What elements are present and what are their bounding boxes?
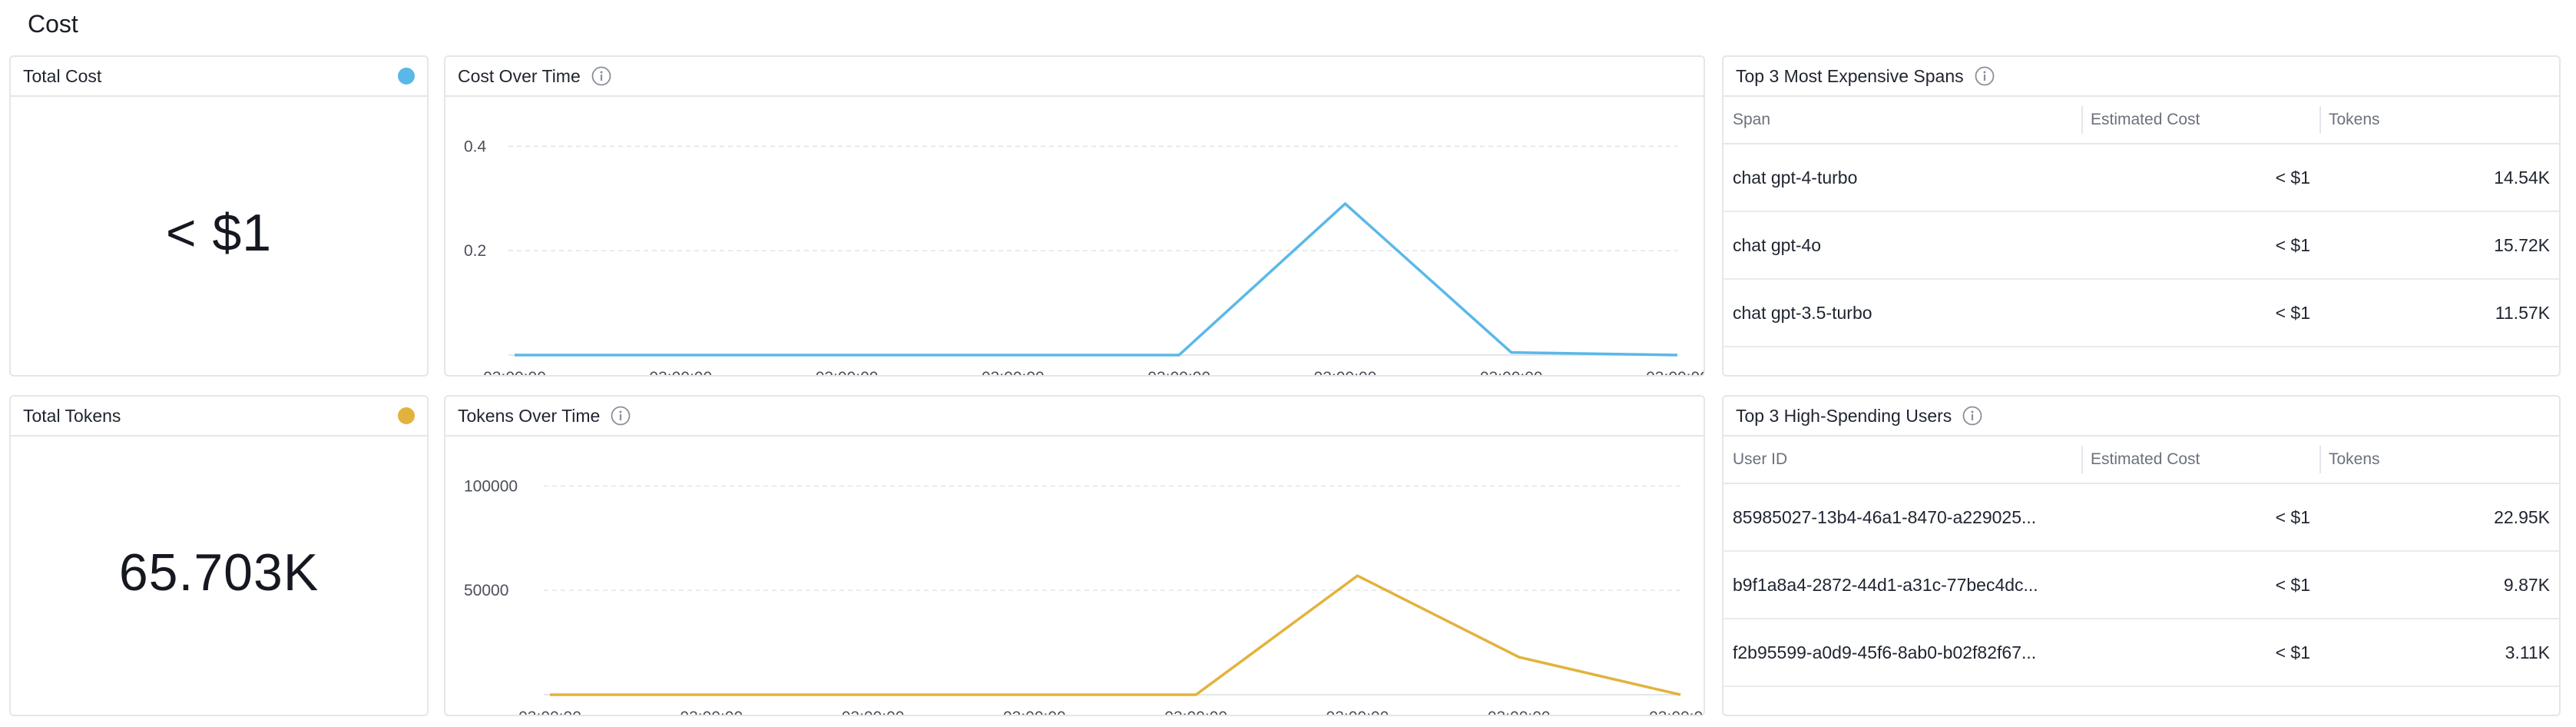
tokens-indicator-dot [398, 407, 415, 424]
column-header-estimated-cost[interactable]: Estimated Cost [2081, 97, 2319, 144]
total-cost-panel: Total Cost < $1 [9, 55, 429, 377]
series-line[interactable] [515, 202, 1678, 357]
span-cost: < $1 [2081, 144, 2319, 212]
total-cost-header: Total Cost [11, 57, 427, 97]
x-tick-label: 03:00:0006/04 [842, 709, 905, 715]
total-cost-value: < $1 [165, 204, 273, 262]
user-cost: < $1 [2081, 551, 2319, 619]
series-line[interactable] [550, 574, 1681, 696]
user-cost: < $1 [2081, 619, 2319, 687]
user-cost: < $1 [2081, 483, 2319, 552]
span-name: chat gpt-3.5-turbo [1723, 279, 2081, 347]
column-header-tokens[interactable]: Tokens [2319, 437, 2559, 484]
x-tick-label: 03:00:0005/04 [649, 369, 712, 375]
cost-over-time-panel: Cost Over Time 0.2 0.4 03:00:0004/04 03:00:… [444, 55, 1705, 377]
tokens-over-time-chart: 50000 100000 03:00:0004/04 03:00:0005/04 03:… [464, 477, 1704, 715]
total-tokens-panel: Total Tokens 65.703K [9, 395, 429, 716]
top-users-table: User ID Estimated Cost Tokens 85985027-1… [1723, 437, 2559, 687]
top-spans-title: Top 3 Most Expensive Spans [1736, 65, 1964, 86]
table-row[interactable]: chat gpt-4-turbo < $1 14.54K [1723, 144, 2559, 212]
user-tokens: 22.95K [2319, 483, 2559, 552]
x-tick-label: 03:00:0011/04 [1649, 709, 1704, 715]
span-name: chat gpt-4o [1723, 211, 2081, 280]
info-icon[interactable] [591, 66, 611, 86]
cost-over-time-chart: 0.2 0.4 03:00:0004/04 03:00:0005/04 03:00:00… [464, 138, 1704, 375]
column-header-tokens[interactable]: Tokens [2319, 97, 2559, 144]
table-header-row: User ID Estimated Cost Tokens [1723, 437, 2559, 484]
user-id: b9f1a8a4-2872-44d1-a31c-77bec4dc... [1723, 551, 2081, 619]
info-icon[interactable] [1962, 406, 1982, 426]
table-row[interactable]: b9f1a8a4-2872-44d1-a31c-77bec4dc... < $1… [1723, 551, 2559, 619]
x-tick-label: 03:00:0008/04 [1147, 369, 1210, 375]
x-tick-label: 03:00:0009/04 [1326, 709, 1389, 715]
y-tick-label: 100000 [464, 477, 518, 495]
info-icon[interactable] [1975, 66, 1995, 86]
column-header-user-id[interactable]: User ID [1723, 437, 2081, 484]
user-id: 85985027-13b4-46a1-8470-a229025... [1723, 483, 2081, 552]
x-tick-label: 03:00:0011/04 [1646, 369, 1704, 375]
tokens-over-time-title: Tokens Over Time [458, 405, 601, 426]
total-tokens-header: Total Tokens [11, 397, 427, 437]
span-tokens: 14.54K [2319, 144, 2559, 212]
y-tick-label: 50000 [464, 582, 508, 599]
span-tokens: 15.72K [2319, 211, 2559, 280]
top-spans-table: Span Estimated Cost Tokens chat gpt-4-tu… [1723, 97, 2559, 347]
top-users-header: Top 3 High-Spending Users [1723, 397, 2559, 437]
x-tick-label: 03:00:0004/04 [518, 709, 581, 715]
top-users-panel: Top 3 High-Spending Users User ID Estima… [1722, 395, 2561, 716]
x-tick-label: 03:00:0006/04 [816, 369, 879, 375]
table-row[interactable]: 85985027-13b4-46a1-8470-a229025... < $1 … [1723, 483, 2559, 552]
y-tick-label: 0.2 [464, 242, 486, 260]
total-tokens-value: 65.703K [118, 543, 320, 602]
column-header-estimated-cost[interactable]: Estimated Cost [2081, 437, 2319, 484]
y-tick-label: 0.4 [464, 138, 487, 155]
table-row[interactable]: f2b95599-a0d9-45f6-8ab0-b02f82f67... < $… [1723, 619, 2559, 687]
x-tick-label: 03:00:0007/04 [1003, 709, 1066, 715]
cost-over-time-header: Cost Over Time [445, 57, 1704, 97]
span-name: chat gpt-4-turbo [1723, 144, 2081, 212]
top-users-title: Top 3 High-Spending Users [1736, 405, 1952, 426]
top-spans-header: Top 3 Most Expensive Spans [1723, 57, 2559, 97]
x-tick-label: 03:00:0004/04 [483, 369, 546, 375]
page-title: Cost [28, 10, 78, 38]
cost-over-time-title: Cost Over Time [458, 65, 581, 86]
x-tick-label: 03:00:0005/04 [680, 709, 743, 715]
span-tokens: 11.57K [2319, 279, 2559, 347]
total-tokens-title: Total Tokens [23, 405, 121, 426]
table-header-row: Span Estimated Cost Tokens [1723, 97, 2559, 144]
table-row[interactable]: chat gpt-3.5-turbo < $1 11.57K [1723, 279, 2559, 347]
tokens-over-time-header: Tokens Over Time [445, 397, 1704, 437]
x-tick-label: 03:00:0007/04 [982, 369, 1045, 375]
span-cost: < $1 [2081, 211, 2319, 280]
total-cost-title: Total Cost [23, 65, 102, 86]
column-header-span[interactable]: Span [1723, 97, 2081, 144]
user-tokens: 3.11K [2319, 619, 2559, 687]
table-row[interactable]: chat gpt-4o < $1 15.72K [1723, 211, 2559, 280]
tokens-over-time-panel: Tokens Over Time 50000 100000 03:00:0004/0… [444, 395, 1705, 716]
x-tick-label: 03:00:0009/04 [1314, 369, 1377, 375]
user-id: f2b95599-a0d9-45f6-8ab0-b02f82f67... [1723, 619, 2081, 687]
user-tokens: 9.87K [2319, 551, 2559, 619]
span-cost: < $1 [2081, 279, 2319, 347]
top-spans-panel: Top 3 Most Expensive Spans Span Estimate… [1722, 55, 2561, 377]
x-tick-label: 03:00:0008/04 [1164, 709, 1227, 715]
info-icon[interactable] [611, 406, 631, 426]
cost-indicator-dot [398, 68, 415, 85]
